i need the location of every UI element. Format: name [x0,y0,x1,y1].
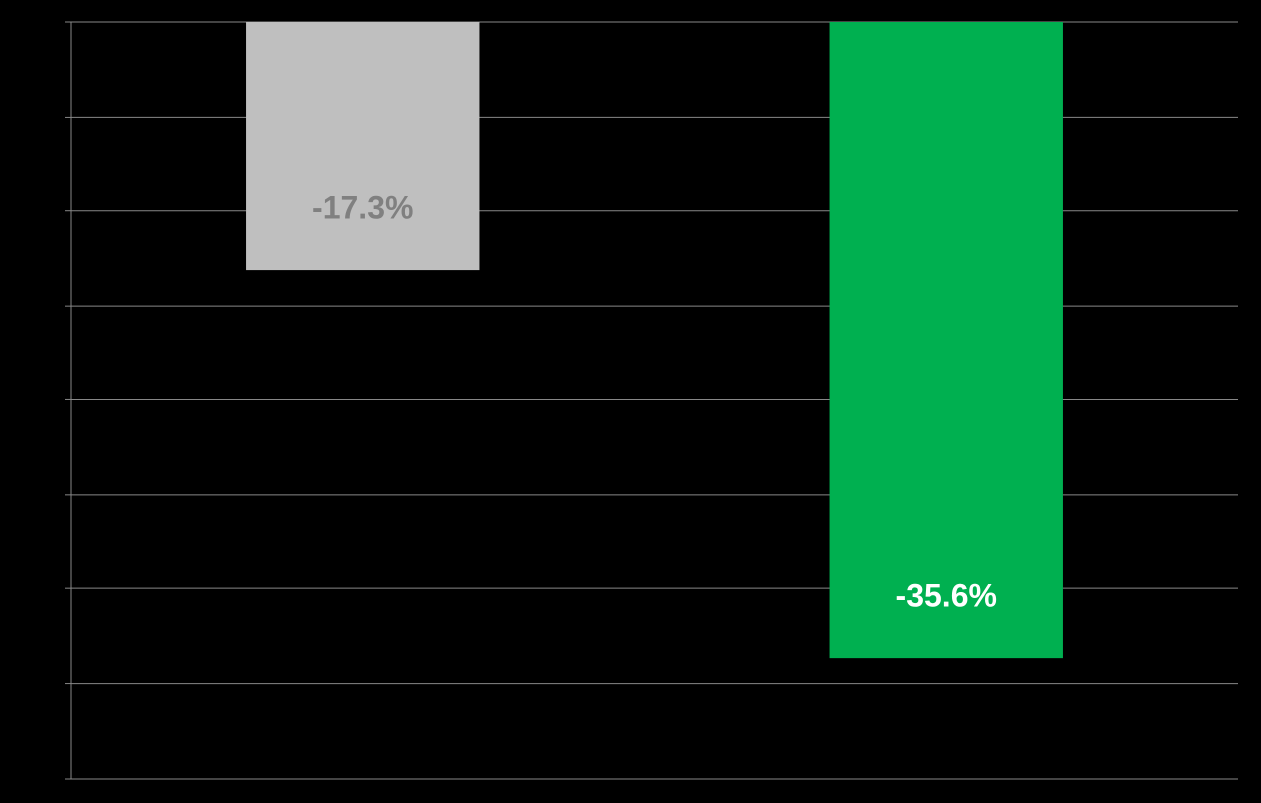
y-tick-label: -23.4 [29,390,61,406]
y-tick-label: -32.3 [29,579,61,595]
bar [829,22,1063,659]
value-label: -17.3% [312,190,413,226]
y-tick-label: -41.3 [29,770,61,786]
y-tick-label: -36.8 [29,674,61,690]
bar [246,22,480,271]
y-tick-label: -27.9 [29,486,61,502]
y-tick-label: -5.6 [37,13,61,29]
y-tick-label: -14.5 [29,201,61,217]
y-tick-label: -19 [41,297,61,313]
value-label: -35.6% [896,578,997,614]
y-tick-label: -10.1 [29,108,61,124]
